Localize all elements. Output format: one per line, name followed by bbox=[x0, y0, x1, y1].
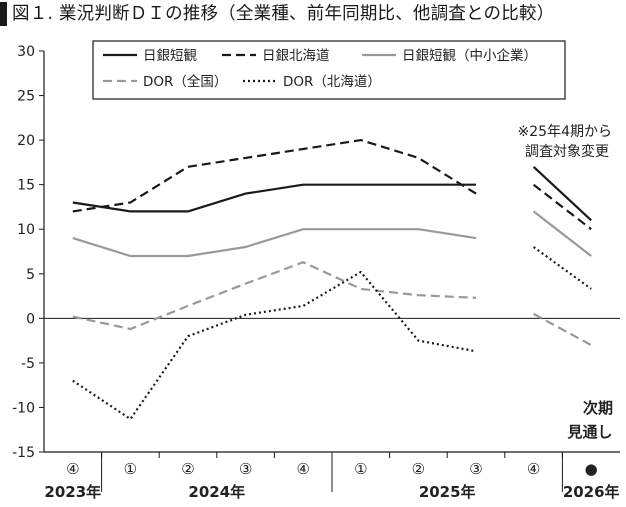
y-tick-label: 0 bbox=[26, 311, 35, 327]
y-tick-label: -15 bbox=[12, 445, 35, 461]
year-label: 2026年 bbox=[563, 483, 620, 501]
x-tick-label: ③ bbox=[469, 460, 482, 478]
series-line-1 bbox=[72, 183, 476, 213]
x-tick-label: ① bbox=[124, 460, 137, 478]
y-tick-label: 25 bbox=[17, 89, 35, 105]
y-tick-label: 15 bbox=[17, 178, 35, 194]
series-line-2 bbox=[532, 183, 592, 231]
chart-title: 図１. 業況判断ＤＩの推移（全業種、前年同期比、他調査との比較） bbox=[12, 4, 555, 24]
legend-label: 日銀短観 bbox=[143, 47, 197, 64]
axes bbox=[39, 50, 620, 492]
x-tick-label: ④ bbox=[527, 460, 540, 478]
legend: 日銀短観 日銀北海道 日銀短観（中小企業） DOR（全国） DOR（北海道） bbox=[92, 40, 566, 100]
legend-label: DOR（北海道） bbox=[283, 74, 381, 90]
title-bar-decoration bbox=[0, 2, 7, 26]
year-label: 2023年 bbox=[44, 483, 101, 501]
x-tick-label: ③ bbox=[239, 460, 252, 478]
survey-change-note: 調査対象変更 bbox=[525, 143, 609, 160]
year-label: 2025年 bbox=[419, 483, 476, 501]
series-line-4 bbox=[72, 261, 477, 331]
legend-label: 日銀短観（中小企業） bbox=[402, 47, 537, 64]
series-line-2 bbox=[72, 139, 477, 213]
year-labels: 2023年 2024年 2025年 2026年 bbox=[44, 483, 619, 501]
forecast-note: 見通し bbox=[566, 423, 612, 441]
series-line-3 bbox=[532, 210, 592, 257]
legend-label: DOR（全国） bbox=[143, 73, 227, 90]
x-tick-label: ② bbox=[412, 460, 425, 478]
x-tick-label: ① bbox=[354, 460, 367, 478]
series-line-4 bbox=[533, 312, 592, 347]
forecast-note: 次期 bbox=[583, 399, 613, 417]
series-line-5 bbox=[72, 270, 477, 421]
series-lines bbox=[72, 139, 592, 421]
y-tick-label: -10 bbox=[12, 400, 35, 416]
survey-change-note: ※25年4期から bbox=[518, 124, 612, 140]
series-line-3 bbox=[72, 228, 477, 258]
x-tick-label: ② bbox=[181, 460, 194, 478]
y-tick-label: 30 bbox=[17, 44, 35, 60]
series-line-1 bbox=[532, 165, 592, 222]
series-line-5 bbox=[532, 246, 592, 290]
y-tick-label: -5 bbox=[21, 356, 35, 372]
y-tick-labels: 30 25 20 15 10 5 0 -5 -10 -15 bbox=[12, 44, 35, 461]
legend-box bbox=[92, 40, 566, 100]
y-tick-label: 5 bbox=[26, 267, 35, 283]
x-tick-label: ④ bbox=[296, 460, 309, 478]
y-tick-label: 20 bbox=[17, 133, 35, 149]
y-tick-label: 10 bbox=[17, 222, 35, 238]
x-tick-label: ● bbox=[585, 460, 598, 478]
x-tick-label: ④ bbox=[66, 460, 79, 478]
legend-label: 日銀北海道 bbox=[262, 48, 330, 64]
year-label: 2024年 bbox=[188, 483, 245, 501]
x-tick-labels: ④ ① ② ③ ④ ① ② ③ ④ ● bbox=[66, 460, 598, 478]
